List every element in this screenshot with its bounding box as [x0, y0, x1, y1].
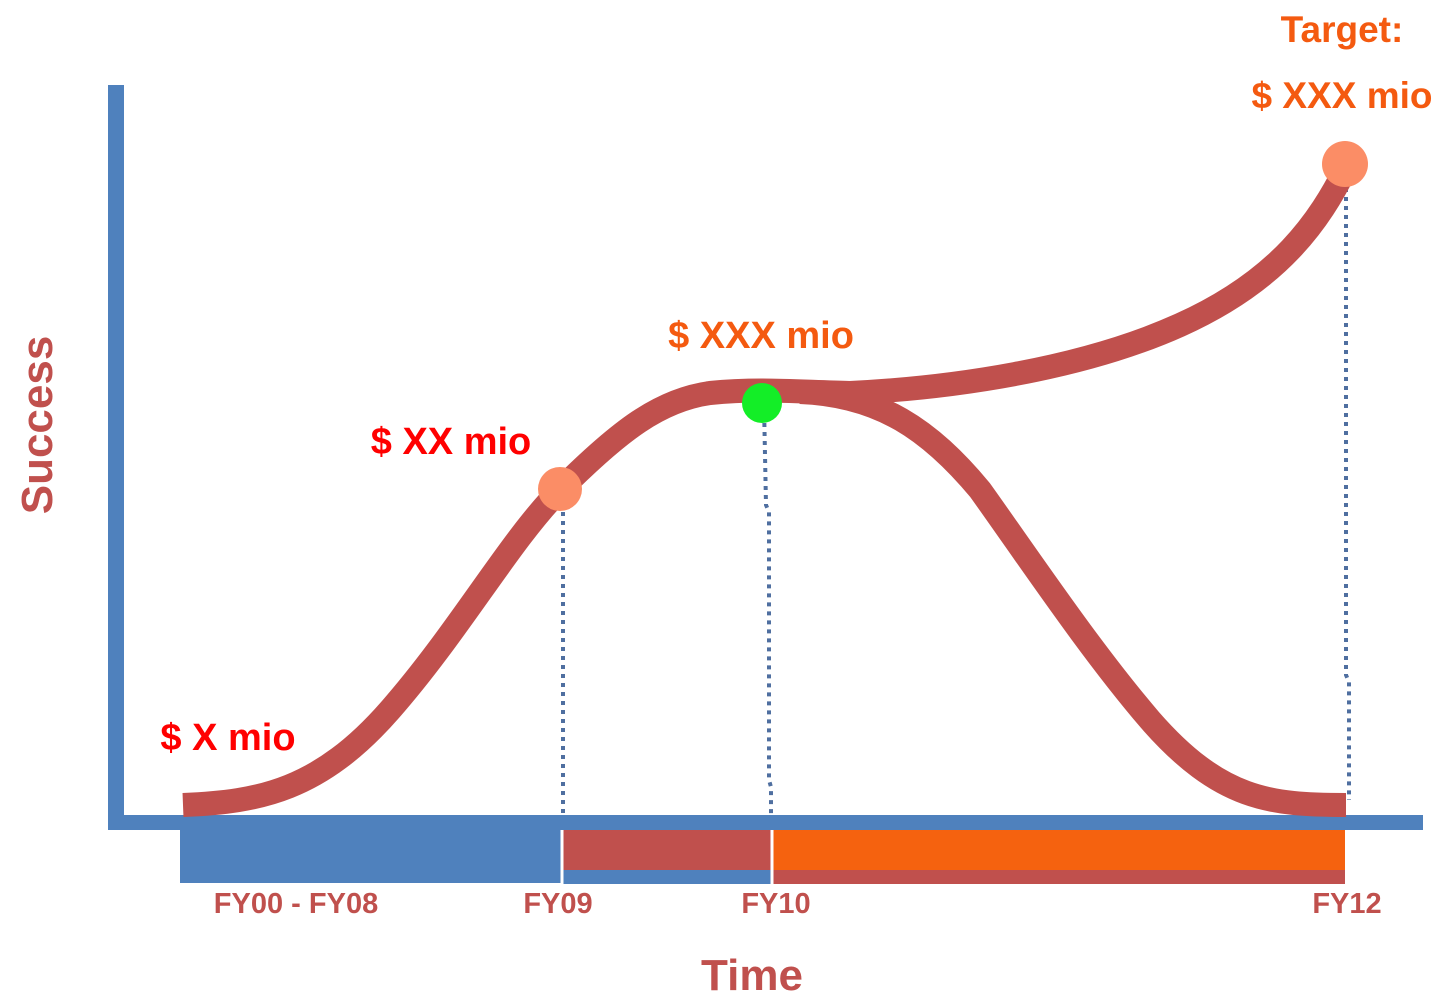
label-fy09-value: $ XX mio	[371, 421, 532, 463]
success-curve-decline	[799, 380, 1347, 817]
timeline-bar-fy09-underline	[562, 868, 772, 884]
timeline-bar-fy00-fy08	[180, 828, 562, 883]
x-axis	[108, 815, 1423, 830]
dropline-fy12	[1344, 170, 1351, 800]
x-axis-label: Time	[701, 951, 803, 997]
marker-fy10	[742, 383, 782, 423]
y-axis-label: Success	[13, 336, 62, 515]
period-label-fy12: FY12	[1312, 888, 1381, 920]
label-start-value: $ X mio	[160, 717, 295, 759]
y-axis	[108, 85, 124, 830]
marker-target	[1322, 141, 1368, 187]
marker-fy09	[538, 467, 582, 511]
label-fy10-value: $ XXX mio	[668, 315, 854, 357]
period-label-fy10: FY10	[741, 888, 810, 920]
label-target-value: $ XXX mio	[1252, 75, 1433, 116]
label-target-title: Target:	[1281, 9, 1404, 50]
dropline-fy10	[762, 404, 773, 815]
period-label-fy09: FY09	[523, 888, 592, 920]
success-curve-target	[182, 162, 1357, 817]
period-label-fy00-fy08: FY00 - FY08	[214, 888, 378, 920]
timeline-bar-fy10-fy12	[772, 828, 1345, 870]
timeline-bar-fy10-underline	[772, 868, 1345, 884]
timeline-bar-fy09	[562, 828, 772, 870]
